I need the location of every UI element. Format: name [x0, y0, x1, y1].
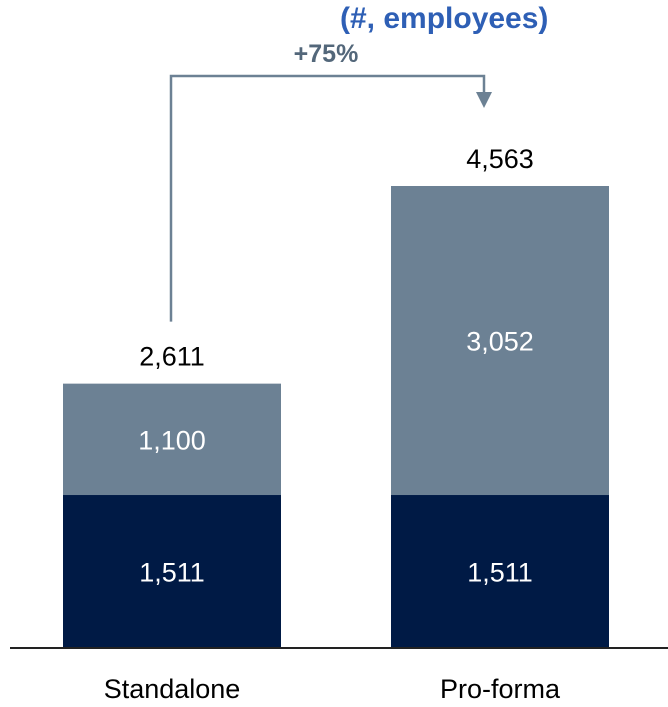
total-value-label: 2,611 — [139, 342, 205, 372]
segment-value-label: 1,511 — [467, 558, 533, 588]
category-label: Standalone — [104, 674, 241, 704]
growth-percentage-label: +75% — [294, 40, 359, 68]
bar-segment-top-1 — [391, 186, 609, 496]
segment-value-label: 1,100 — [138, 425, 206, 455]
category-label: Pro-forma — [440, 674, 561, 704]
category-labels: Standalone Pro-forma — [104, 674, 561, 704]
growth-connector-line — [169, 74, 486, 322]
total-value-label: 4,563 — [466, 144, 534, 174]
bar-segment-base-0 — [63, 495, 281, 648]
growth-annotation: +75% — [169, 40, 492, 322]
bar-segment-base-1 — [391, 495, 609, 648]
growth-arrowhead — [476, 92, 492, 108]
segment-value-label: 3,052 — [466, 327, 534, 357]
chart-title-fragment: (#, employees) — [340, 2, 548, 35]
bar-segment-top-0 — [63, 383, 281, 496]
segment-value-label: 1,511 — [139, 558, 205, 588]
bars-layer: 1,511 1,100 2,611 1,511 3,052 4,563 — [63, 144, 609, 648]
